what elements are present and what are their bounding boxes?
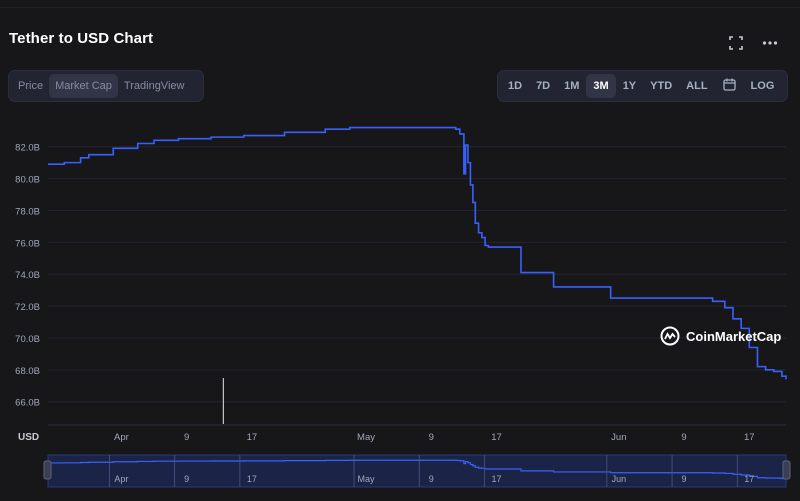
x-tick-label: 17 [247,432,258,443]
x-tick-label: Jun [611,432,626,443]
coinmarketcap-logo [660,326,680,346]
range-all[interactable]: ALL [686,80,708,92]
calendar-icon[interactable] [715,74,744,98]
x-tick-label: 9 [429,432,434,443]
navigator-tick-label: Apr [114,474,128,484]
navigator-tick-label: 9 [682,474,687,484]
navigator-tick-label: 9 [184,474,189,484]
x-tick-label: Apr [114,432,129,443]
view-tabs: Price Market Cap TradingView [8,70,204,102]
y-tick-label: 82.0B [15,143,40,154]
y-tick-label: 70.0B [15,334,40,345]
y-tick-label: 80.0B [15,175,40,186]
watermark-text: CoinMarketCap [686,328,782,344]
x-tick-label: 17 [744,432,755,443]
top-divider [0,7,800,8]
navigator-tick-label: 9 [429,474,434,484]
fullscreen-icon[interactable] [729,36,743,53]
range-tabs: 1D 7D 1M 3M 1Y YTD ALL LOG [497,70,788,102]
x-tick-label: 9 [681,432,686,443]
y-tick-label: 68.0B [15,366,40,377]
navigator-tick-label: May [358,474,376,484]
range-7d[interactable]: 7D [536,80,551,92]
y-tick-label: 78.0B [15,206,40,217]
more-horizontal-icon[interactable] [762,36,778,53]
x-tick-label: May [357,432,375,443]
navigator-tick-label: Jun [612,474,627,484]
range-1m[interactable]: 1M [564,80,580,92]
chart-title: Tether to USD Chart [9,30,154,47]
tab-price[interactable]: Price [18,80,44,92]
series-line [48,126,787,380]
range-3m[interactable]: 3M [586,74,616,98]
navigator-tick-label: 17 [744,474,754,484]
y-tick-label: 66.0B [15,398,40,409]
y-tick-label: 76.0B [15,238,40,249]
range-log[interactable]: LOG [750,80,775,92]
tab-market-cap[interactable]: Market Cap [49,74,118,98]
watermark: CoinMarketCap [660,326,781,346]
navigator-handle-left [43,460,52,480]
range-1d[interactable]: 1D [508,80,523,92]
navigator-tick-label: 17 [492,474,502,484]
y-tick-label: 74.0B [15,270,40,281]
navigator-handle-right [782,460,791,480]
range-1y[interactable]: 1Y [622,80,637,92]
x-tick-label: 9 [184,432,189,443]
navigator-tick-label: 17 [247,474,257,484]
y-tick-label: 72.0B [15,302,40,313]
range-ytd[interactable]: YTD [650,80,673,92]
y-axis-unit: USD [18,432,39,443]
tab-tradingview[interactable]: TradingView [123,80,185,92]
x-tick-label: 17 [491,432,502,443]
